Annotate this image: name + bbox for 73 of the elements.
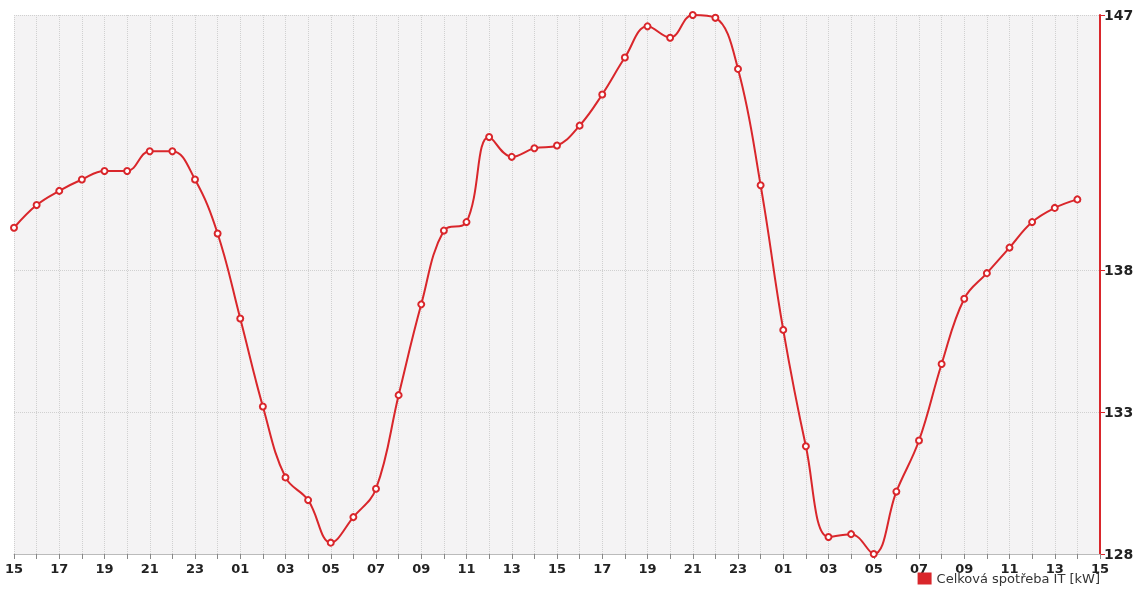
point xyxy=(1050,203,1059,212)
point xyxy=(281,473,290,482)
point xyxy=(1005,243,1014,252)
point xyxy=(688,11,697,19)
point xyxy=(1028,218,1037,227)
point xyxy=(417,300,426,309)
x-tick-label: 01 xyxy=(774,561,793,576)
point xyxy=(439,226,448,235)
x-tick-label: 23 xyxy=(728,561,748,576)
point xyxy=(372,484,380,493)
x-tick-label: 13 xyxy=(502,561,521,576)
point xyxy=(100,167,109,176)
point xyxy=(711,13,720,22)
x-tick-label: 17 xyxy=(50,561,69,576)
y-tick-label: 147 xyxy=(1104,7,1134,23)
point xyxy=(937,359,946,368)
point xyxy=(326,538,335,547)
point xyxy=(960,294,969,303)
x-tick-label: 17 xyxy=(593,561,612,576)
point xyxy=(213,229,222,238)
x-tick-label: 01 xyxy=(231,561,250,576)
point xyxy=(77,175,86,184)
y-tick-label: 133 xyxy=(1104,404,1134,421)
point xyxy=(32,201,41,210)
x-tick-label: 23 xyxy=(185,561,205,576)
point xyxy=(236,314,245,323)
point xyxy=(1073,195,1082,204)
point xyxy=(643,22,652,31)
x-tick-label: 21 xyxy=(683,561,702,576)
x-tick-label: 09 xyxy=(412,561,431,576)
point xyxy=(666,33,675,42)
x-tick-label: 21 xyxy=(140,561,159,576)
point xyxy=(10,223,18,232)
point xyxy=(485,132,494,141)
point xyxy=(915,436,923,445)
point xyxy=(304,496,313,505)
point xyxy=(349,513,358,522)
point xyxy=(620,53,629,62)
point xyxy=(575,121,584,130)
point xyxy=(553,141,561,150)
x-tick-label: 15 xyxy=(4,561,24,576)
x-tick-label: 05 xyxy=(321,561,340,576)
x-tick-label: 19 xyxy=(638,561,657,576)
x-tick-label: 15 xyxy=(547,561,567,576)
point xyxy=(145,147,154,156)
point xyxy=(530,144,539,153)
x-tick-label: 05 xyxy=(864,561,883,576)
x-tick-label: 11 xyxy=(457,561,476,576)
point xyxy=(892,487,901,496)
point xyxy=(168,147,177,156)
point xyxy=(462,218,471,227)
y-tick-label: 138 xyxy=(1104,262,1134,279)
point xyxy=(847,530,856,539)
point xyxy=(869,550,878,558)
point xyxy=(123,167,132,176)
point xyxy=(982,269,991,278)
x-tick-label: 03 xyxy=(819,561,838,576)
point xyxy=(507,152,516,161)
y-tick-label: 128 xyxy=(1104,546,1134,562)
point xyxy=(756,181,765,190)
point xyxy=(734,64,742,73)
point xyxy=(598,90,607,99)
x-tick-label: 07 xyxy=(909,561,929,576)
point xyxy=(824,532,833,541)
x-tick-label: 19 xyxy=(95,561,114,576)
point xyxy=(779,325,788,334)
point xyxy=(258,402,267,411)
x-tick-label: 07 xyxy=(366,561,386,576)
x-tick-label: 03 xyxy=(276,561,295,576)
point xyxy=(191,175,199,184)
point xyxy=(801,442,810,451)
point xyxy=(394,391,403,400)
point xyxy=(55,186,64,195)
